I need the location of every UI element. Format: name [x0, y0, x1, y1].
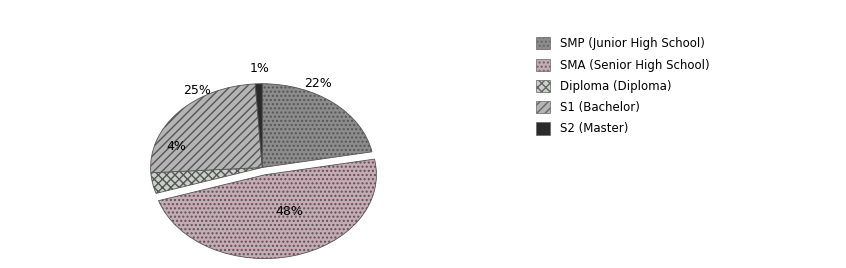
Wedge shape	[151, 168, 262, 193]
Text: 22%: 22%	[304, 77, 332, 90]
Text: 4%: 4%	[167, 140, 187, 153]
Text: 1%: 1%	[250, 62, 270, 75]
Wedge shape	[151, 84, 262, 173]
Wedge shape	[158, 159, 376, 259]
Wedge shape	[262, 84, 372, 168]
Text: 48%: 48%	[275, 205, 303, 218]
Legend: SMP (Junior High School), SMA (Senior High School), Diploma (Diploma), S1 (Bache: SMP (Junior High School), SMA (Senior Hi…	[530, 31, 716, 142]
Wedge shape	[255, 84, 262, 168]
Text: 25%: 25%	[183, 84, 211, 97]
